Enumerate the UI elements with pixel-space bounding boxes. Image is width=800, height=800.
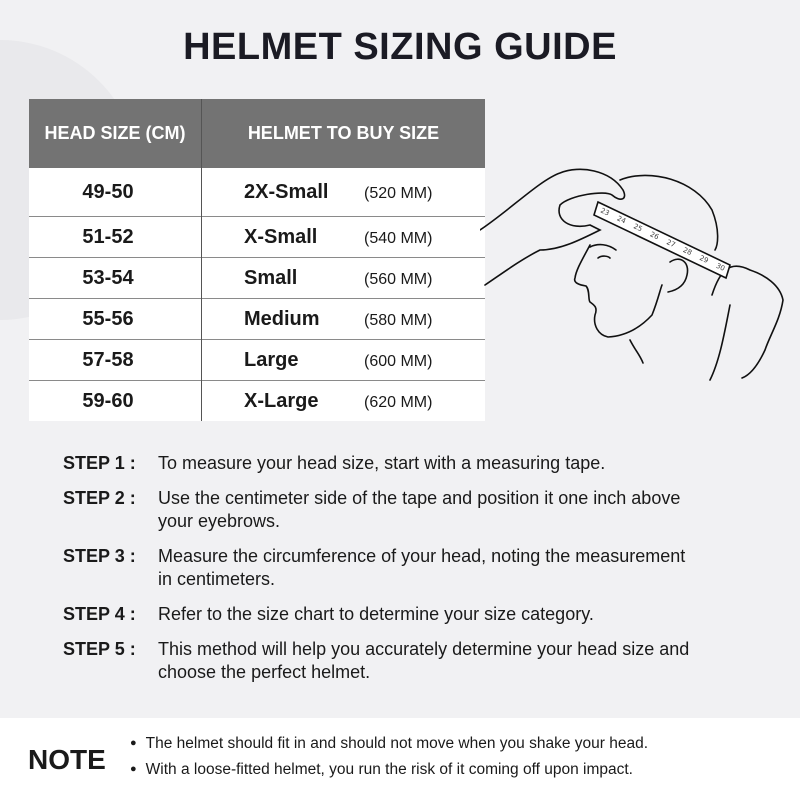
step-label: STEP 5 :	[63, 639, 136, 659]
size-name: 2X-Small	[244, 180, 329, 203]
face-outline	[573, 244, 663, 338]
tape-number: 30	[715, 262, 726, 273]
step-label: STEP 3 :	[63, 546, 136, 566]
head-size-cell: 55-56	[29, 298, 202, 340]
eye	[597, 255, 611, 259]
size-mm: (600 MM)	[364, 352, 433, 370]
step-text: This method will help you accurately det…	[158, 639, 690, 682]
head-outline	[619, 174, 719, 251]
step-text: Measure the circumference of your head, …	[158, 546, 686, 589]
table-row: 51-52 X-Small (540 MM)	[29, 216, 485, 258]
table-row: 59-60 X-Large (620 MM)	[29, 380, 485, 421]
head-size-cell: 53-54	[29, 257, 202, 299]
header-head-size: HEAD SIZE (CM)	[29, 99, 202, 168]
head-measurement-illustration: 23 24 25 26 27 28 29 30	[480, 168, 784, 381]
size-mm: (560 MM)	[364, 270, 433, 288]
table-row: 57-58 Large (600 MM)	[29, 339, 485, 381]
head-size-cell: 57-58	[29, 339, 202, 381]
tape-number: 23	[599, 207, 610, 218]
step-label: STEP 1 :	[63, 453, 136, 473]
tape-number: 28	[682, 246, 693, 257]
helmet-size-cell: Large (600 MM)	[201, 339, 485, 381]
table-row: 53-54 Small (560 MM)	[29, 257, 485, 299]
size-chart-table: HEAD SIZE (CM) HELMET TO BUY SIZE 49-50 …	[29, 99, 485, 421]
tape-number: 29	[698, 254, 709, 265]
helmet-size-cell: X-Small (540 MM)	[201, 216, 485, 258]
step-item: STEP 2 : Use the centimeter side of the t…	[63, 487, 743, 533]
step-item: STEP 4 : Refer to the size chart to deter…	[63, 603, 743, 626]
head-size-cell: 51-52	[29, 216, 202, 258]
size-mm: (520 MM)	[364, 184, 433, 202]
note-item: The helmet should fit in and should not …	[130, 735, 780, 753]
table-row: 55-56 Medium (580 MM)	[29, 298, 485, 340]
size-mm: (540 MM)	[364, 229, 433, 247]
left-hand	[480, 168, 626, 286]
head-size-cell: 49-50	[29, 168, 202, 217]
neck-outline	[629, 339, 644, 364]
tape-number: 25	[632, 222, 643, 233]
helmet-size-cell: Medium (580 MM)	[201, 298, 485, 340]
head-size-cell: 59-60	[29, 380, 202, 421]
eyebrow	[589, 243, 617, 251]
note-section: NOTE The helmet should fit in and should…	[0, 718, 800, 800]
size-name: Medium	[244, 307, 320, 330]
steps-list: STEP 1 : To measure your head size, start…	[63, 452, 743, 696]
size-name: Large	[244, 348, 299, 371]
step-text: To measure your head size, start with a …	[158, 453, 606, 473]
helmet-size-cell: X-Large (620 MM)	[201, 380, 485, 421]
step-label: STEP 4 :	[63, 604, 136, 624]
step-text: Refer to the size chart to determine you…	[158, 604, 594, 624]
tape-number: 27	[665, 238, 676, 249]
table-row: 49-50 2X-Small (520 MM)	[29, 168, 485, 217]
helmet-size-cell: 2X-Small (520 MM)	[202, 168, 486, 217]
helmet-size-cell: Small (560 MM)	[201, 257, 485, 299]
step-text: Use the centimeter side of the tape and …	[158, 488, 681, 531]
size-mm: (620 MM)	[364, 393, 433, 411]
note-title: NOTE	[28, 744, 106, 775]
size-name: X-Large	[244, 389, 319, 412]
note-item: With a loose-fitted helmet, you run the …	[130, 761, 780, 779]
step-item: STEP 5 : This method will help you accura…	[63, 638, 743, 684]
ear-outline	[667, 258, 689, 293]
measuring-tape: 23 24 25 26 27 28 29 30	[593, 200, 731, 280]
tape-number: 26	[649, 230, 661, 241]
header-helmet-size: HELMET TO BUY SIZE	[201, 99, 485, 168]
step-item: STEP 1 : To measure your head size, start…	[63, 452, 743, 475]
tape-number: 24	[616, 214, 628, 225]
step-label: STEP 2 :	[63, 488, 136, 508]
size-name: Small	[244, 266, 298, 289]
size-name: X-Small	[244, 225, 318, 248]
step-item: STEP 3 : Measure the circumference of you…	[63, 545, 743, 591]
size-mm: (580 MM)	[364, 311, 433, 329]
page-title: HELMET SIZING GUIDE	[183, 26, 617, 68]
right-hand	[709, 265, 784, 381]
